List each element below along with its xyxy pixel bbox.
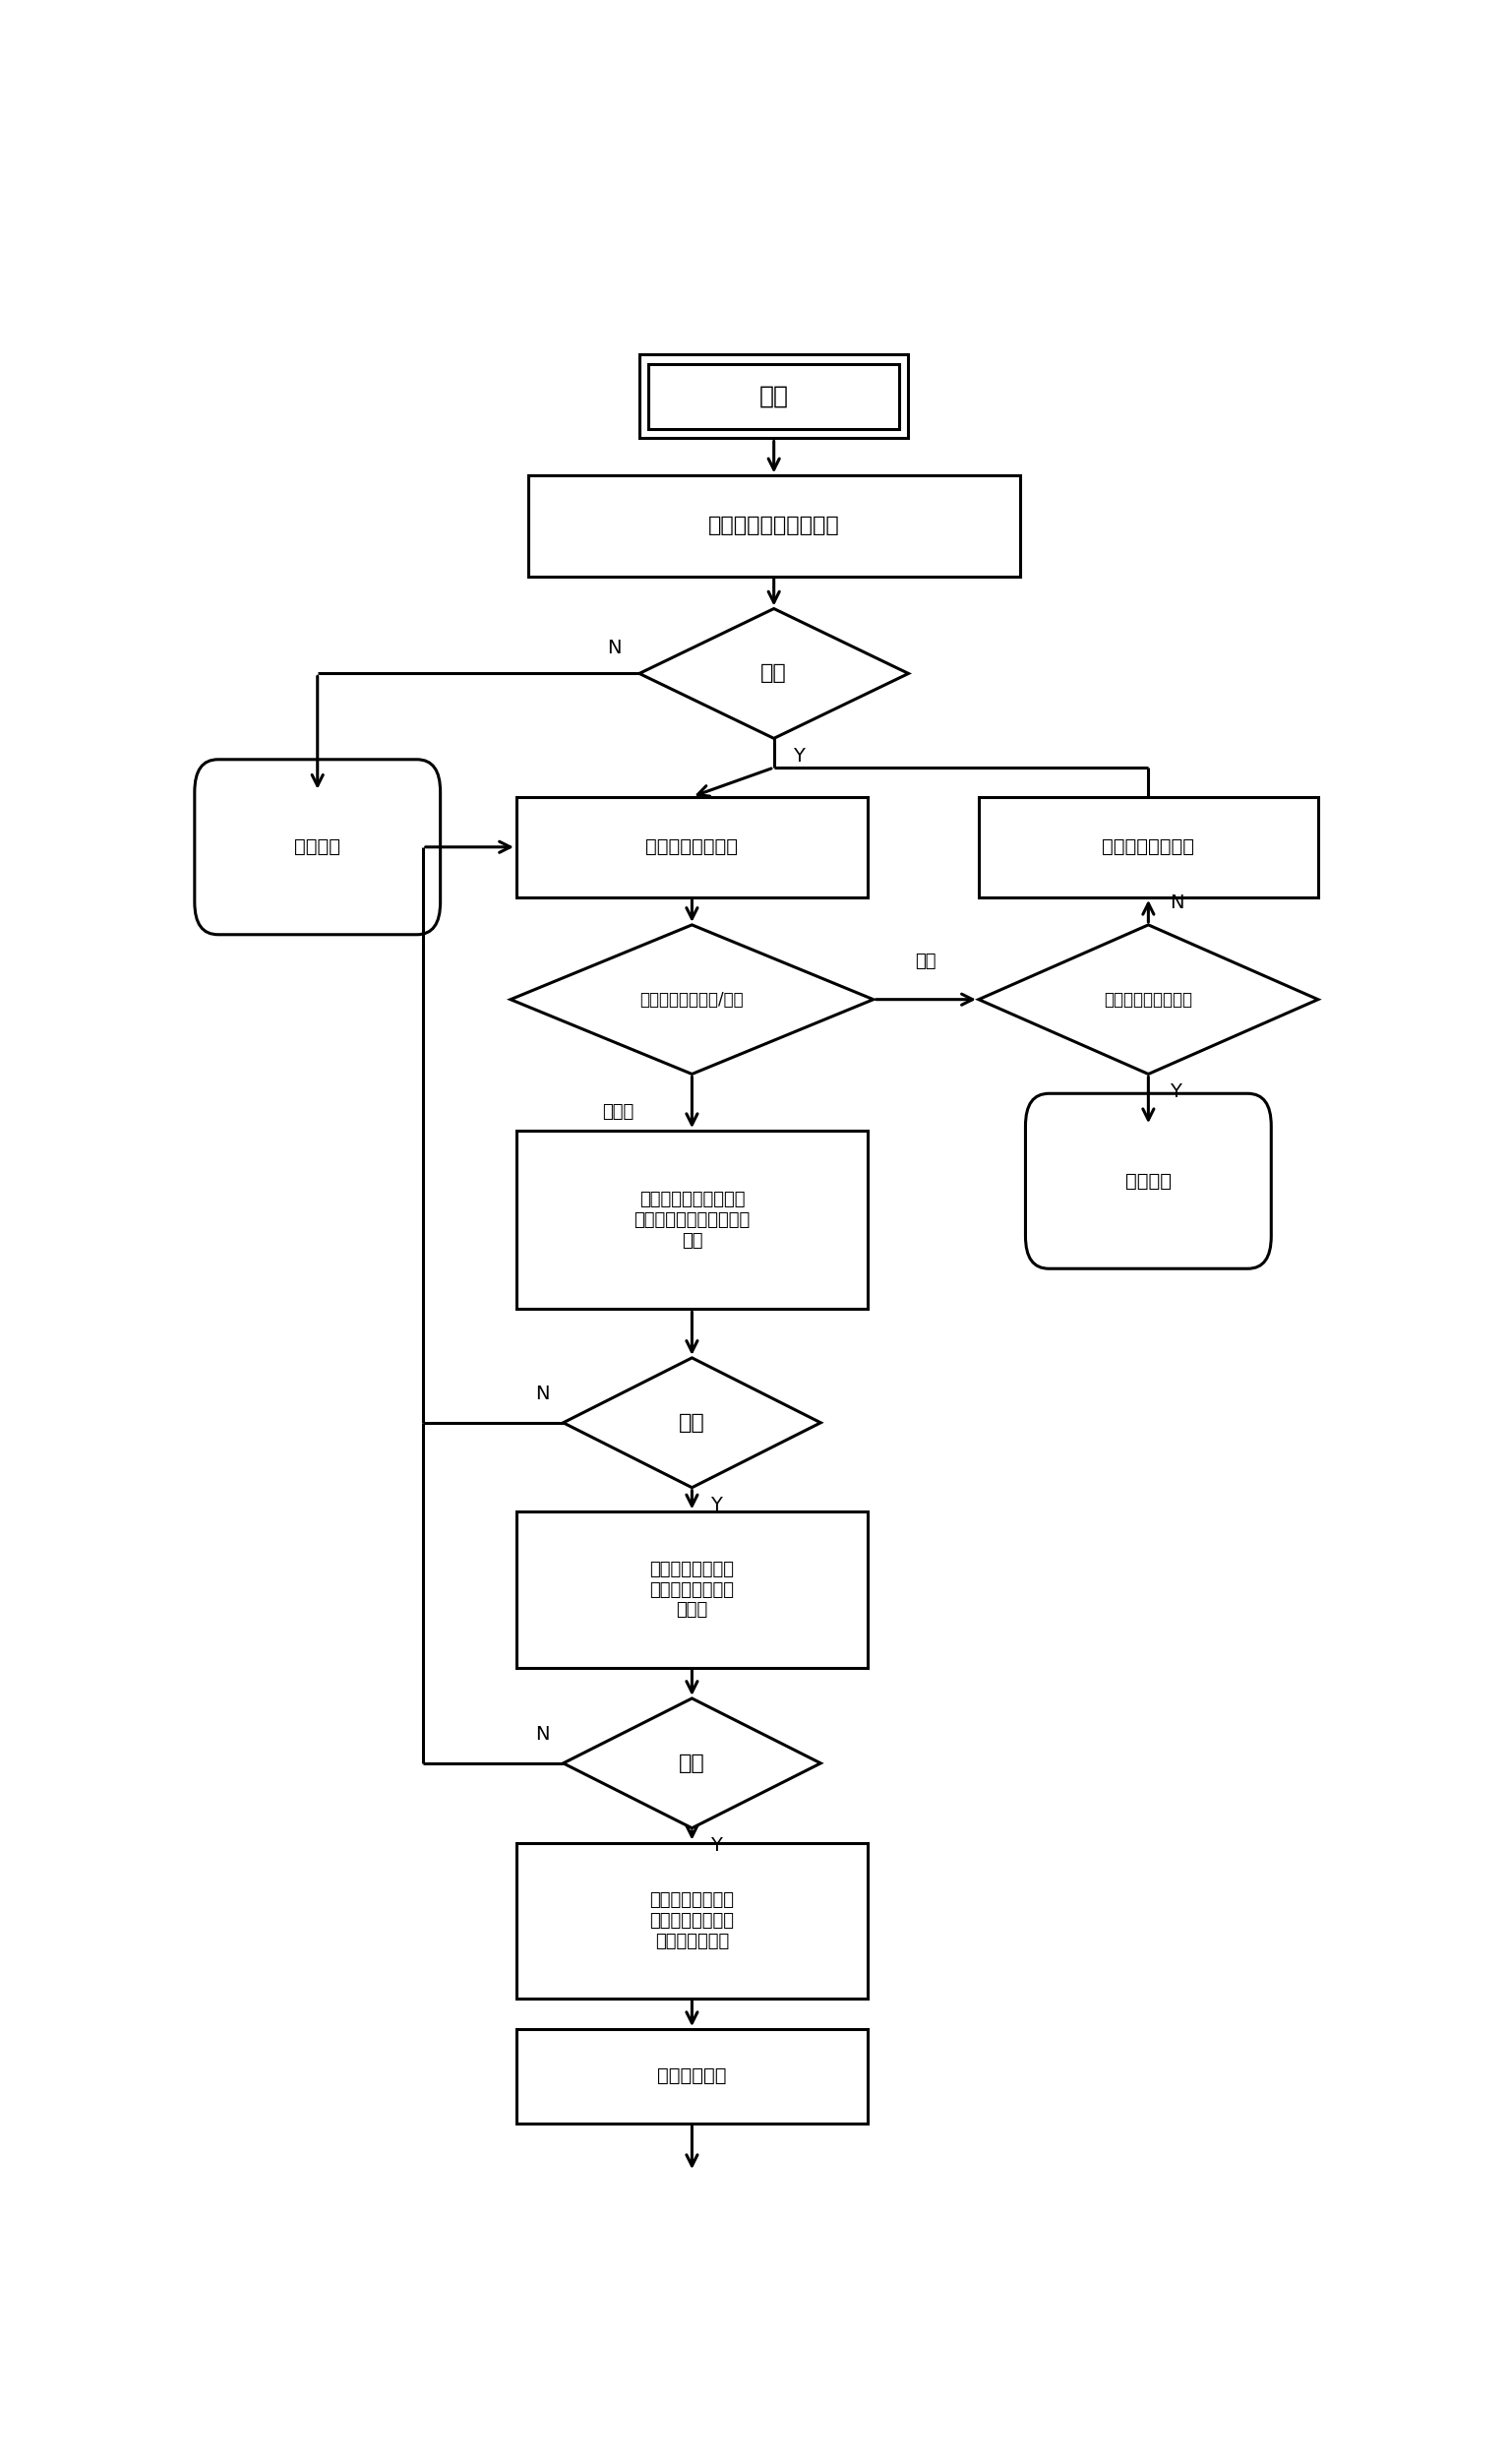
Text: 判断输入是设备名/命令: 判断输入是设备名/命令 [640,991,744,1008]
Bar [528,476,1019,577]
Text: 到数据库取该设备的厂
家、类型、地址、用户、
密码: 到数据库取该设备的厂 家、类型、地址、用户、 密码 [634,1190,750,1249]
Text: 用户登陆集中代理平台: 用户登陆集中代理平台 [708,515,840,535]
Polygon shape [563,1358,821,1488]
Bar [649,365,898,429]
Text: Y: Y [711,1496,722,1515]
Text: 成功: 成功 [680,1754,705,1774]
FancyBboxPatch shape [195,759,441,934]
Polygon shape [563,1698,821,1828]
Text: Y: Y [793,747,805,766]
Text: 等待用户输入命令: 等待用户输入命令 [646,838,738,857]
Text: 登陆终止: 登陆终止 [294,838,341,857]
Text: Y: Y [1169,1082,1181,1101]
Text: 成功: 成功 [680,1412,705,1432]
Text: 使用上述取到的地
址、用户、密码登
陆设备: 使用上述取到的地 址、用户、密码登 陆设备 [649,1560,734,1619]
Bar [978,796,1318,897]
Text: Y: Y [711,1836,722,1855]
Bar [516,1131,868,1308]
Text: N: N [535,1385,550,1402]
Text: N: N [1169,892,1184,912]
Bar [516,796,868,897]
Text: N: N [535,1725,550,1745]
Bar [639,355,909,439]
Text: N: N [607,638,622,658]
Text: 开始: 开始 [760,384,788,409]
Text: 命令: 命令 [915,954,936,971]
Text: 判断是否为退出命令: 判断是否为退出命令 [1104,991,1193,1008]
Bar [516,2030,868,2124]
Text: 在用户和设备之间
建立连接通道，用
户开始维护设备: 在用户和设备之间 建立连接通道，用 户开始维护设备 [649,1892,734,1949]
Polygon shape [510,924,873,1074]
Polygon shape [978,924,1318,1074]
Text: 处理用户输入命令: 处理用户输入命令 [1102,838,1194,857]
Text: 成功: 成功 [761,663,787,683]
Bar [516,1843,868,1998]
Text: 用户退出设备: 用户退出设备 [657,2067,726,2085]
Polygon shape [639,609,909,739]
Text: 登陆终止: 登陆终止 [1125,1173,1172,1190]
Bar [516,1513,868,1668]
FancyBboxPatch shape [1025,1094,1271,1269]
Text: 网元名: 网元名 [601,1104,634,1121]
